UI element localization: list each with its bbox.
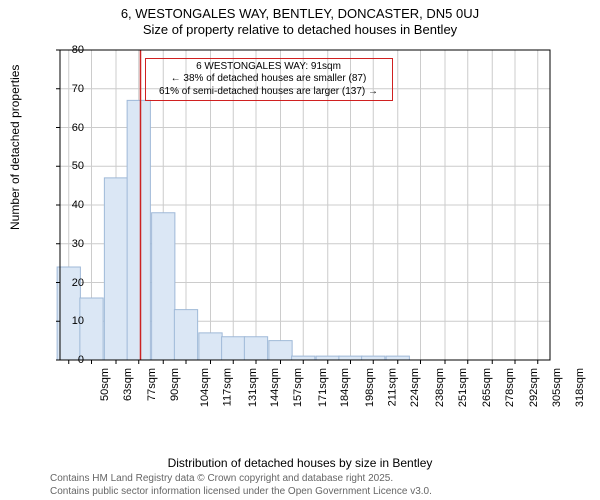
x-tick: 278sqm <box>504 368 516 407</box>
y-tick: 0 <box>56 354 84 366</box>
y-tick: 40 <box>56 199 84 211</box>
x-tick: 90sqm <box>169 368 181 401</box>
title-address: 6, WESTONGALES WAY, BENTLEY, DONCASTER, … <box>0 6 600 21</box>
x-tick: 224sqm <box>409 368 421 407</box>
x-axis-label: Distribution of detached houses by size … <box>0 456 600 470</box>
x-tick: 131sqm <box>247 368 259 407</box>
annotation-line1: 6 WESTONGALES WAY: 91sqm <box>150 61 388 74</box>
y-axis-label: Number of detached properties <box>8 65 22 230</box>
x-tick: 117sqm <box>221 368 233 406</box>
x-tick: 171sqm <box>317 368 329 407</box>
x-tick: 50sqm <box>99 368 111 401</box>
title-subtitle: Size of property relative to detached ho… <box>0 22 600 37</box>
annotation-line3: 61% of semi-detached houses are larger (… <box>150 86 388 99</box>
x-tick: 104sqm <box>199 368 211 407</box>
x-tick: 211sqm <box>386 368 398 406</box>
y-tick: 60 <box>56 122 84 134</box>
x-tick: 251sqm <box>457 368 469 407</box>
x-tick: 77sqm <box>146 368 158 401</box>
y-tick: 80 <box>56 44 84 56</box>
x-tick: 292sqm <box>528 368 540 407</box>
y-tick: 70 <box>56 83 84 95</box>
x-tick: 265sqm <box>481 368 493 407</box>
y-tick: 20 <box>56 277 84 289</box>
footer-line1: Contains HM Land Registry data © Crown c… <box>50 473 432 486</box>
x-tick: 305sqm <box>551 368 563 407</box>
y-tick: 10 <box>56 315 84 327</box>
footer-attribution: Contains HM Land Registry data © Crown c… <box>50 473 432 498</box>
chart-titles: 6, WESTONGALES WAY, BENTLEY, DONCASTER, … <box>0 0 600 37</box>
annotation-line2: ← 38% of detached houses are smaller (87… <box>150 73 388 86</box>
x-tick: 184sqm <box>339 368 351 407</box>
x-tick: 318sqm <box>574 368 586 407</box>
x-tick: 144sqm <box>269 368 281 407</box>
annotation-box: 6 WESTONGALES WAY: 91sqm ← 38% of detach… <box>145 58 393 102</box>
x-tick: 157sqm <box>292 368 304 407</box>
y-tick: 30 <box>56 238 84 250</box>
footer-line2: Contains public sector information licen… <box>50 486 432 499</box>
x-tick: 63sqm <box>122 368 134 401</box>
x-tick: 238sqm <box>434 368 446 407</box>
x-tick: 198sqm <box>364 368 376 407</box>
y-tick: 50 <box>56 160 84 172</box>
